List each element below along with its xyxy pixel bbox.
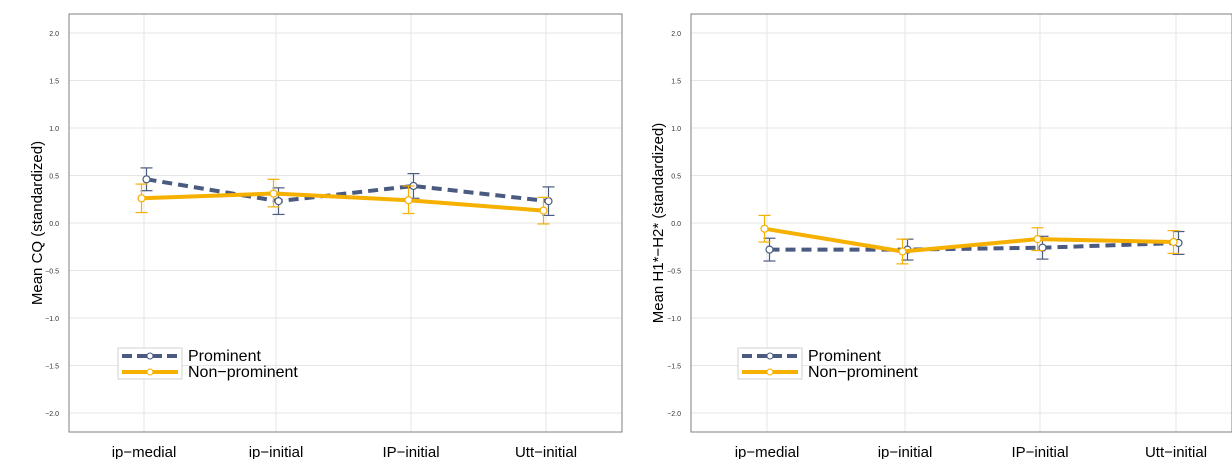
y-tick-label: 0.0 — [671, 221, 681, 228]
y-tick-label: 1.5 — [671, 79, 681, 86]
x-tick-label: Utt−initial — [1145, 444, 1207, 459]
y-tick-label: −2.0 — [667, 411, 681, 418]
data-point — [539, 206, 548, 215]
data-point — [274, 197, 283, 206]
series-non-prominent — [135, 178, 550, 225]
y-tick-label: −1.0 — [667, 316, 681, 323]
y-tick-label: 0.5 — [49, 174, 59, 181]
y-tick-label: 1.5 — [49, 79, 59, 86]
y-axis-label: Mean CQ (standardized) — [29, 141, 46, 305]
series-non-prominent — [758, 214, 1180, 265]
data-point — [898, 247, 907, 256]
plot-border — [690, 13, 1232, 433]
x-tick-label: ip−initial — [878, 444, 933, 459]
y-tick-label: −0.5 — [45, 269, 59, 276]
legend-label: Non−prominent — [808, 364, 918, 381]
y-tick-label: −1.5 — [667, 364, 681, 371]
data-point — [137, 194, 146, 203]
plot-border — [68, 13, 623, 433]
data-point — [404, 196, 413, 205]
y-tick-label: −1.5 — [45, 364, 59, 371]
data-point — [1033, 235, 1042, 244]
y-tick-label: −0.5 — [667, 269, 681, 276]
legend-label: Prominent — [188, 348, 261, 365]
data-point — [269, 189, 278, 198]
legend-marker — [766, 368, 774, 376]
chart-panel-2: −2.0 −1.5 −1.0 −0.5 0.0 0.5 1.0 1.5 2.0 ip−medial… — [650, 13, 1232, 461]
data-point — [1169, 237, 1178, 247]
data-point — [544, 197, 553, 206]
legend-marker — [766, 352, 774, 360]
legend-marker — [146, 368, 154, 376]
data-point — [142, 175, 151, 184]
y-tick-label: −2.0 — [45, 411, 59, 418]
data-point — [760, 224, 769, 233]
y-tick-label: 0.0 — [49, 221, 59, 228]
x-tick-label: ip−initial — [249, 444, 304, 459]
x-tick-label: Utt−initial — [515, 444, 577, 459]
series-prominent — [140, 167, 555, 216]
legend-label: Prominent — [808, 348, 881, 365]
data-point — [765, 245, 774, 254]
y-tick-label: 1.0 — [671, 126, 681, 133]
y-tick-label: 2.0 — [49, 31, 59, 38]
legend-label: Non−prominent — [188, 364, 298, 381]
series-line — [764, 226, 1174, 254]
series-line — [141, 191, 544, 213]
x-tick-label: ip−medial — [735, 444, 800, 459]
data-point — [1038, 243, 1047, 252]
x-tick-label: IP−initial — [382, 444, 439, 459]
chart-panel-1: −2.0 −1.5 −1.0 −0.5 0.0 0.5 1.0 1.5 2.0 ip−medial… — [29, 13, 623, 461]
y-tick-label: 2.0 — [671, 31, 681, 38]
y-tick-label: 0.5 — [671, 174, 681, 181]
y-axis-label: Mean H1*−H2* (standardized) — [650, 123, 667, 324]
x-tick-label: ip−medial — [112, 444, 177, 459]
y-tick-label: 1.0 — [49, 126, 59, 133]
y-tick-label: −1.0 — [45, 316, 59, 323]
series-line — [146, 177, 549, 204]
legend-marker — [146, 352, 154, 360]
x-tick-label: IP−initial — [1011, 444, 1068, 459]
series-line — [769, 240, 1179, 252]
